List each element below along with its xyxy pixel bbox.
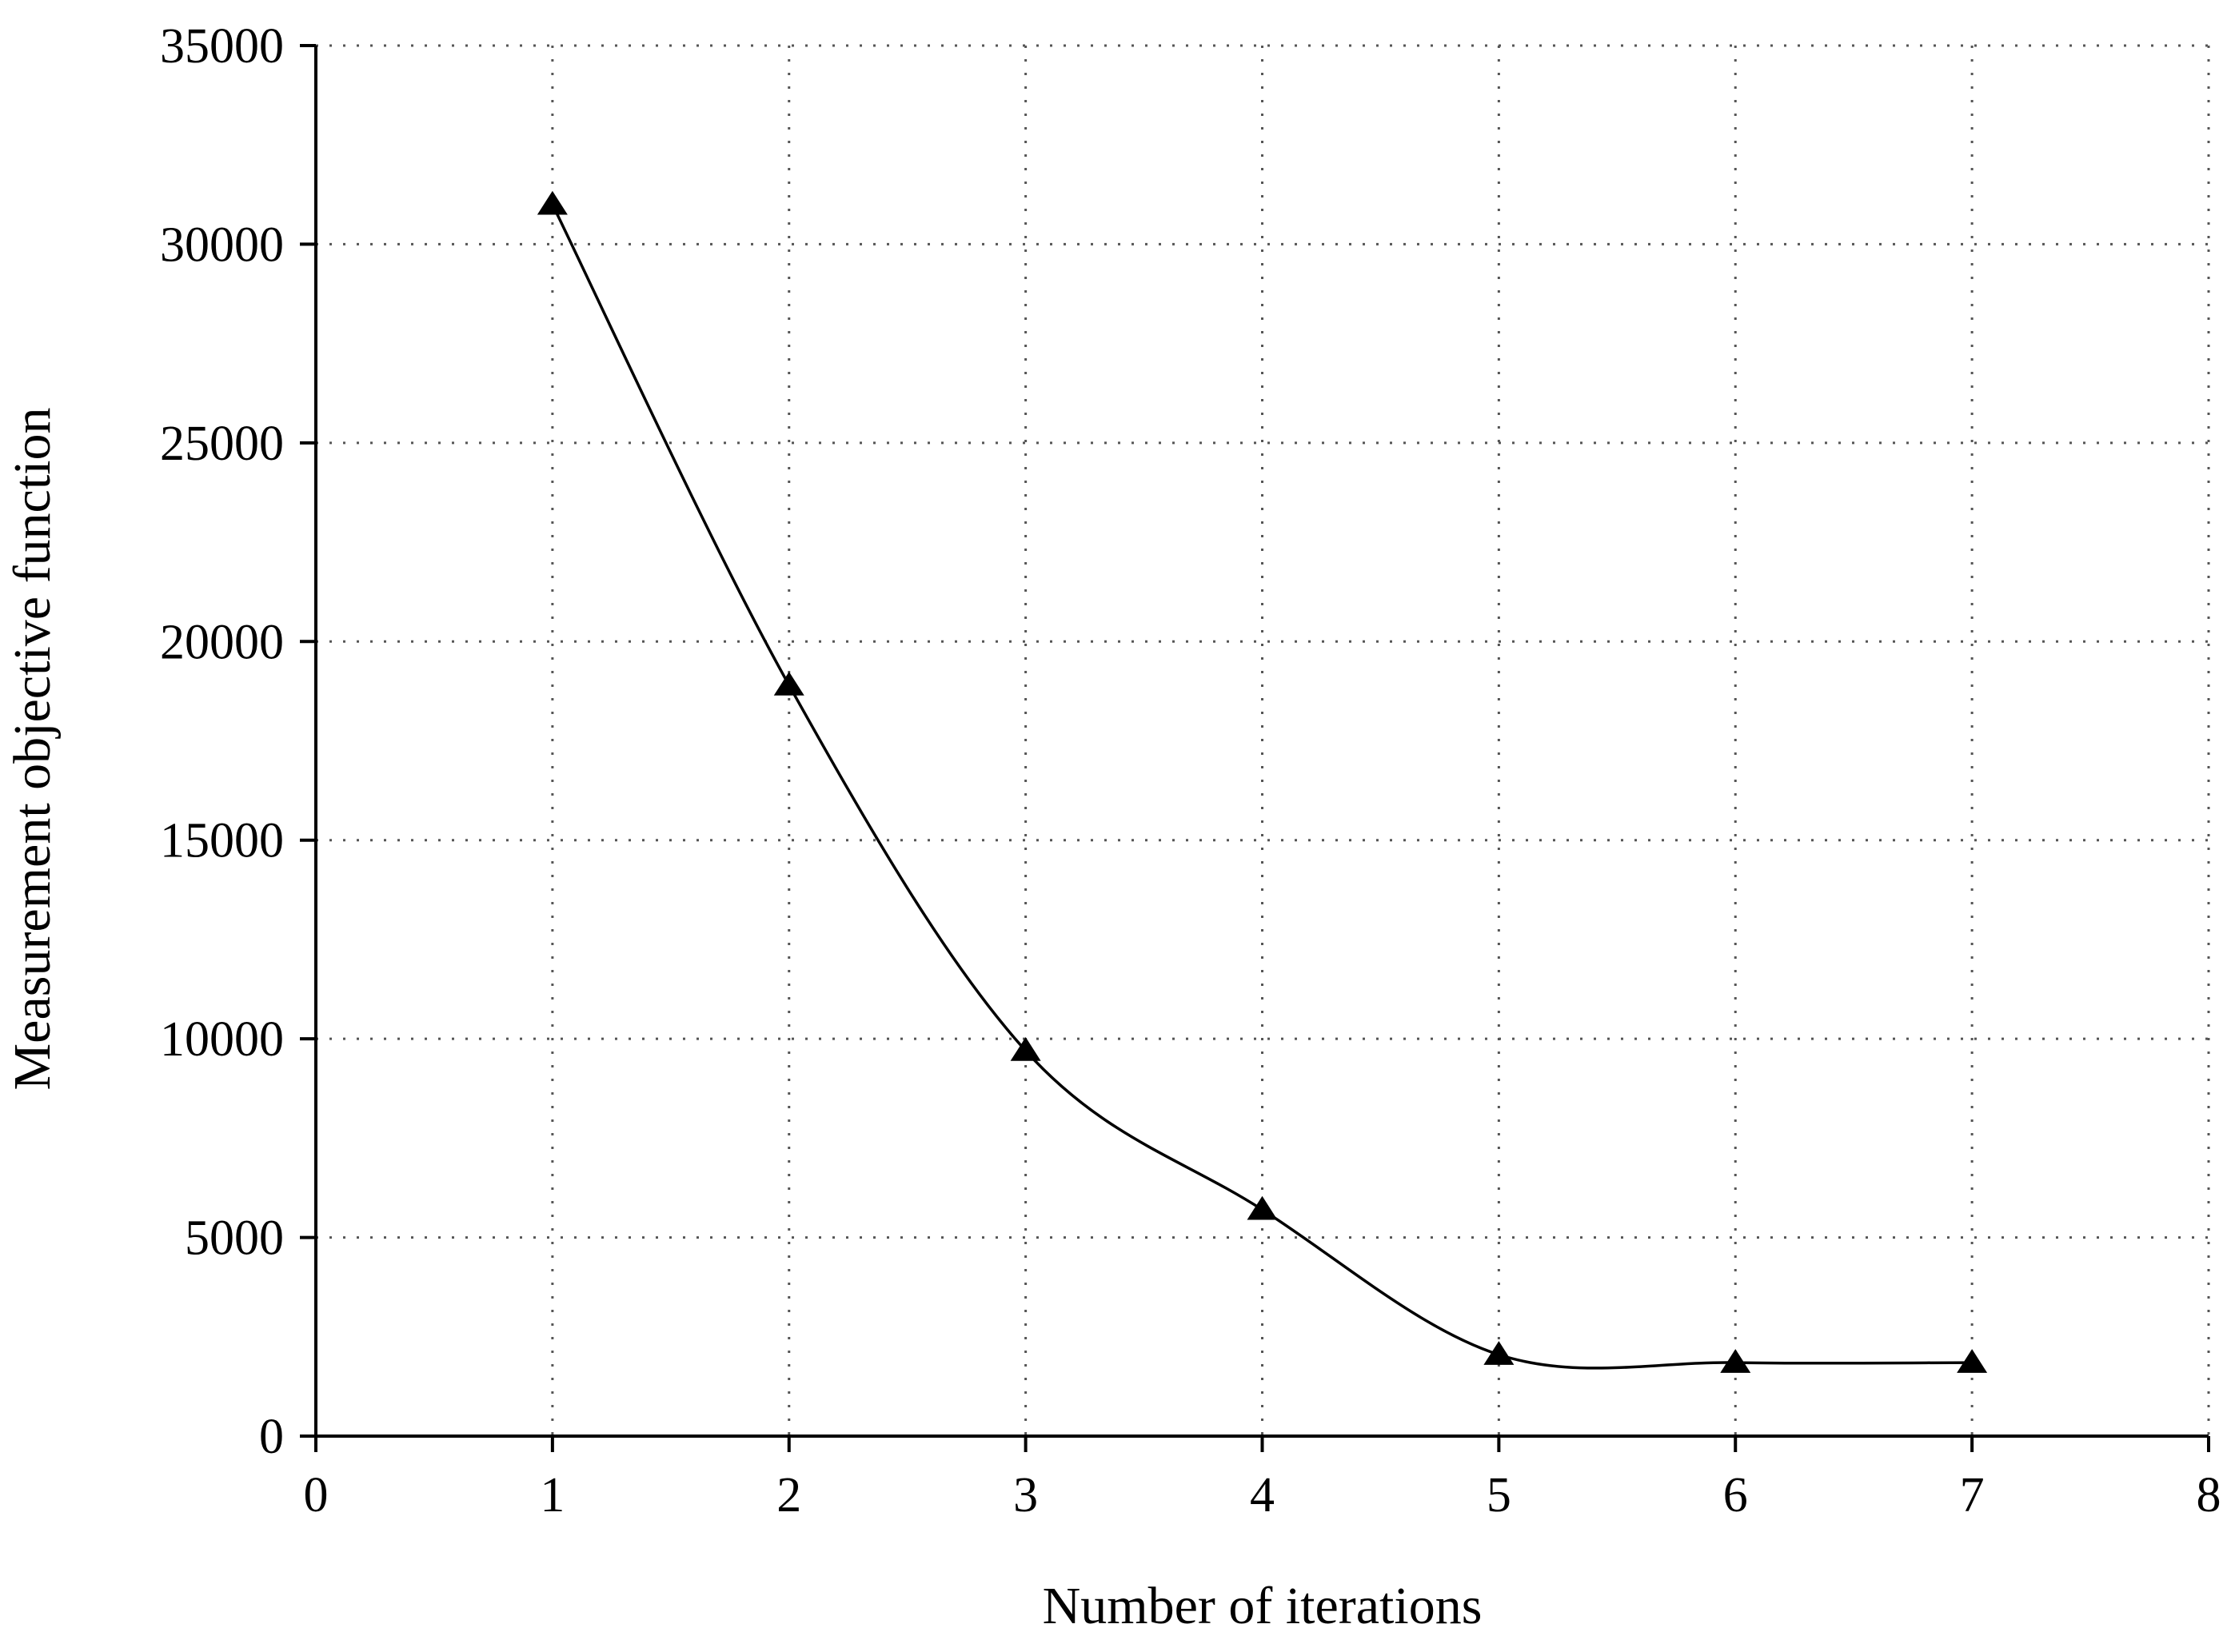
data-point-1 [537, 190, 568, 215]
data-point-6 [1720, 1349, 1751, 1373]
data-point-5 [1483, 1341, 1515, 1365]
data-point-3 [1010, 1037, 1041, 1061]
y-tick-label-6: 30000 [160, 217, 284, 272]
x-tick-label-0: 0 [304, 1468, 329, 1522]
x-tick-label-7: 7 [1960, 1468, 1985, 1522]
y-tick-label-1: 5000 [185, 1211, 284, 1266]
y-tick-label-3: 15000 [160, 814, 284, 868]
x-tick-label-4: 4 [1250, 1468, 1275, 1522]
y-tick-label-4: 20000 [160, 615, 284, 669]
y-axis-ticks: 0 5000 10000 15000 20000 25000 30000 35000 [160, 19, 316, 1464]
data-point-4 [1247, 1195, 1278, 1220]
x-tick-label-5: 5 [1487, 1468, 1511, 1522]
x-tick-label-2: 2 [776, 1468, 801, 1522]
x-tick-label-8: 8 [2197, 1468, 2221, 1522]
y-tick-label-2: 10000 [160, 1012, 284, 1067]
x-tick-label-3: 3 [1013, 1468, 1038, 1522]
data-markers [537, 190, 1988, 1373]
x-tick-label-6: 6 [1723, 1468, 1748, 1522]
data-point-7 [1957, 1349, 1988, 1373]
grid-lines [316, 44, 2210, 1436]
series-line [551, 203, 1973, 1370]
y-axis-title: Measurement objective function [3, 407, 62, 1090]
x-axis-ticks: 0 1 2 3 4 5 6 7 8 [304, 1436, 2221, 1522]
data-point-2 [773, 671, 804, 696]
y-tick-label-5: 25000 [160, 417, 284, 471]
x-tick-label-1: 1 [540, 1468, 565, 1522]
y-tick-label-0: 0 [259, 1410, 284, 1464]
y-tick-label-7: 35000 [160, 19, 284, 74]
x-axis-title: Number of iterations [1043, 1577, 1483, 1635]
